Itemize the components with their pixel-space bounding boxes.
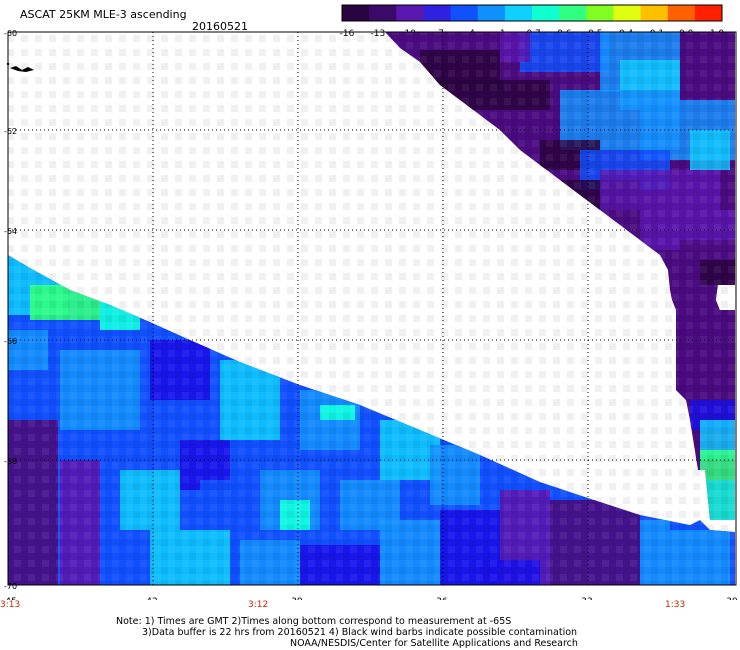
time-label-left: 3:13	[0, 600, 21, 610]
time-label-center: 3:12	[248, 600, 269, 610]
swath-cell	[676, 310, 735, 400]
swath-cell	[600, 170, 720, 210]
swath-cell	[640, 520, 670, 585]
lon-label: -36	[433, 597, 448, 600]
colorbar-swatch	[559, 5, 587, 21]
swath-cell	[8, 420, 58, 585]
lat-label: -64	[4, 227, 17, 236]
lat-label: -60	[4, 29, 17, 38]
colorbar-swatch	[586, 5, 614, 21]
swath-gap	[716, 285, 735, 310]
colorbar-swatch	[477, 5, 506, 21]
swath-cell	[120, 470, 180, 530]
swath-cell	[700, 260, 735, 285]
map-frame	[7, 31, 737, 586]
colorbar-swatch	[396, 5, 424, 21]
lon-label: -42	[143, 597, 158, 600]
colorbar-swatch	[342, 5, 370, 21]
swath-cell	[220, 360, 280, 440]
swath-cell	[150, 340, 210, 400]
lat-label: -68	[4, 457, 17, 466]
swath-cell	[550, 500, 640, 585]
colorbar-swatch	[450, 5, 479, 21]
swath-cell	[150, 530, 230, 585]
swath-cell	[690, 130, 730, 170]
swath-cell	[700, 450, 735, 480]
swath-cell	[480, 560, 540, 585]
swath-cell	[380, 520, 440, 585]
lon-label: -45	[2, 597, 17, 600]
note-line-2: 3)Data buffer is 22 hrs from 20160521 4)…	[142, 627, 578, 638]
swath-cell	[60, 460, 100, 585]
colorbar-swatch	[613, 5, 642, 21]
colorbar-frame	[341, 4, 723, 22]
colorbar-swatch	[667, 5, 696, 21]
lon-label: -30	[723, 597, 738, 600]
colorbar-swatch	[423, 5, 452, 21]
swath-cell	[705, 480, 735, 520]
swath-map: -45 -42 -39 -36 -33 -30 -60 -62 -64 -66 -68 -70	[2, 29, 738, 600]
colorbar-swatch	[369, 5, 397, 21]
swath-cell	[100, 300, 140, 330]
time-label-right: 1:33	[665, 600, 686, 610]
lon-label: -33	[578, 597, 593, 600]
swath-cell	[300, 545, 380, 585]
colorbar-swatch	[504, 5, 533, 21]
note-line-3: NOAA/NESDIS/Center for Satellite Applica…	[290, 638, 578, 649]
swath-cell	[320, 405, 355, 420]
swath-cell	[240, 540, 300, 585]
colorbar-swatches	[342, 5, 723, 21]
note-line-1: Note: 1) Times are GMT 2)Times along bot…	[116, 616, 512, 627]
swath-cell	[500, 32, 530, 62]
product-title: ASCAT 25KM MLE-3 ascending	[20, 8, 187, 21]
swath-cell	[520, 32, 610, 72]
lat-label: -66	[4, 337, 17, 346]
swath-cell	[430, 445, 480, 505]
lat-label: -62	[4, 127, 17, 136]
product-date: 20160521	[192, 20, 248, 33]
graticule	[8, 32, 736, 585]
colorbar-swatch	[694, 5, 723, 21]
swath-cell	[8, 330, 48, 370]
swath-cell	[670, 530, 730, 585]
swath-cell	[60, 350, 140, 430]
colorbar-swatch	[532, 5, 560, 21]
swath-cell	[280, 500, 310, 530]
island-marks	[6, 62, 34, 72]
lon-label: -39	[288, 597, 303, 600]
lat-label: -70	[4, 582, 17, 591]
colorbar-swatch	[640, 5, 669, 21]
swath-cell	[430, 80, 550, 110]
swath-cell	[30, 285, 100, 320]
swath-cell	[200, 480, 240, 520]
